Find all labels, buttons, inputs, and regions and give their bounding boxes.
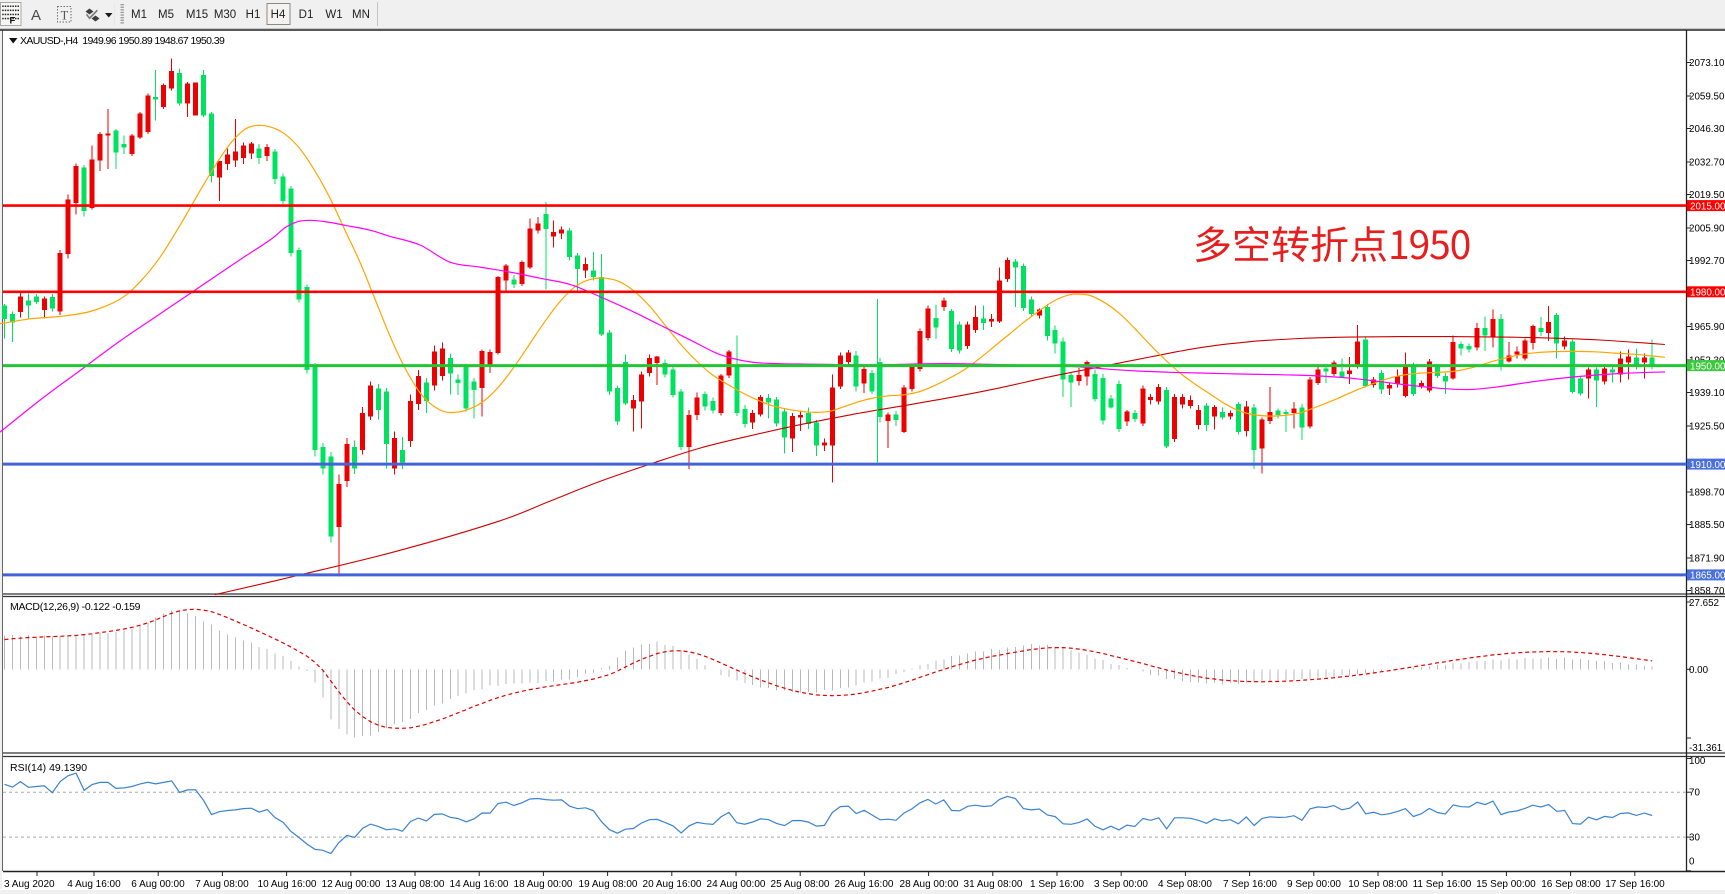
svg-text:70: 70 <box>1689 788 1700 799</box>
svg-text:7 Aug 08:00: 7 Aug 08:00 <box>195 879 249 890</box>
svg-text:2019.50: 2019.50 <box>1689 190 1725 201</box>
svg-text:H4: H4 <box>271 9 286 21</box>
svg-text:3 Sep 00:00: 3 Sep 00:00 <box>1094 879 1148 890</box>
svg-text:W1: W1 <box>325 9 342 21</box>
svg-text:2073.10: 2073.10 <box>1689 58 1725 69</box>
svg-text:4 Aug 16:00: 4 Aug 16:00 <box>67 879 121 890</box>
svg-text:100: 100 <box>1689 756 1706 767</box>
svg-text:1871.90: 1871.90 <box>1689 554 1725 565</box>
svg-text:-31.361: -31.361 <box>1689 743 1722 754</box>
svg-text:1965.90: 1965.90 <box>1689 322 1725 333</box>
svg-text:XAUUSD-,H4 1949.96 1950.89 19: XAUUSD-,H4 1949.96 1950.89 1948.67 1950.… <box>20 35 225 47</box>
svg-text:2015.00: 2015.00 <box>1690 201 1725 212</box>
svg-text:2046.30: 2046.30 <box>1689 124 1725 135</box>
svg-text:26 Aug 16:00: 26 Aug 16:00 <box>835 879 894 890</box>
svg-text:1980.00: 1980.00 <box>1690 288 1725 299</box>
svg-text:6 Aug 00:00: 6 Aug 00:00 <box>131 879 185 890</box>
svg-text:13 Aug 08:00: 13 Aug 08:00 <box>386 879 445 890</box>
svg-text:14 Aug 16:00: 14 Aug 16:00 <box>450 879 509 890</box>
svg-text:A: A <box>31 7 41 24</box>
svg-text:0.00: 0.00 <box>1689 665 1709 676</box>
svg-text:30: 30 <box>1689 833 1700 844</box>
svg-text:10 Aug 16:00: 10 Aug 16:00 <box>258 879 317 890</box>
svg-text:1992.70: 1992.70 <box>1689 256 1725 267</box>
svg-text:3 Aug 2020: 3 Aug 2020 <box>4 879 55 890</box>
svg-text:7 Sep 16:00: 7 Sep 16:00 <box>1223 879 1277 890</box>
svg-text:1910.00: 1910.00 <box>1690 460 1725 471</box>
svg-text:M30: M30 <box>214 9 236 21</box>
svg-text:11 Sep 16:00: 11 Sep 16:00 <box>1413 879 1472 890</box>
svg-text:T: T <box>61 9 69 23</box>
svg-text:27.652: 27.652 <box>1689 598 1719 609</box>
svg-text:31 Aug 08:00: 31 Aug 08:00 <box>964 879 1023 890</box>
svg-text:20 Aug 16:00: 20 Aug 16:00 <box>643 879 702 890</box>
svg-text:2032.70: 2032.70 <box>1689 158 1725 169</box>
svg-text:1858.70: 1858.70 <box>1689 586 1725 597</box>
svg-text:15 Sep 00:00: 15 Sep 00:00 <box>1476 879 1536 890</box>
svg-text:25 Aug 08:00: 25 Aug 08:00 <box>771 879 830 890</box>
svg-text:4 Sep 08:00: 4 Sep 08:00 <box>1158 879 1212 890</box>
svg-text:17 Sep 16:00: 17 Sep 16:00 <box>1605 879 1665 890</box>
svg-text:16 Sep 08:00: 16 Sep 08:00 <box>1541 879 1601 890</box>
svg-text:1950.00: 1950.00 <box>1690 361 1725 372</box>
svg-text:1885.50: 1885.50 <box>1689 520 1725 531</box>
svg-text:28 Aug 00:00: 28 Aug 00:00 <box>900 879 959 890</box>
svg-text:M15: M15 <box>186 9 208 21</box>
svg-text:1865.00: 1865.00 <box>1690 571 1725 582</box>
svg-text:2005.90: 2005.90 <box>1689 224 1725 235</box>
svg-text:1898.70: 1898.70 <box>1689 488 1725 499</box>
svg-text:10 Sep 08:00: 10 Sep 08:00 <box>1348 879 1408 890</box>
svg-text:1925.50: 1925.50 <box>1689 422 1725 433</box>
svg-text:D1: D1 <box>299 9 314 21</box>
svg-text:M1: M1 <box>131 9 147 21</box>
svg-text:0: 0 <box>1689 857 1695 868</box>
svg-text:H1: H1 <box>246 9 261 21</box>
svg-text:24 Aug 00:00: 24 Aug 00:00 <box>707 879 766 890</box>
svg-text:1939.10: 1939.10 <box>1689 388 1725 399</box>
svg-text:F: F <box>10 16 16 27</box>
svg-text:2059.50: 2059.50 <box>1689 92 1725 103</box>
svg-text:MACD(12,26,9) -0.122 -0.159: MACD(12,26,9) -0.122 -0.159 <box>10 601 141 613</box>
svg-text:18 Aug 00:00: 18 Aug 00:00 <box>514 879 573 890</box>
svg-text:9 Sep 00:00: 9 Sep 00:00 <box>1287 879 1341 890</box>
svg-text:19 Aug 08:00: 19 Aug 08:00 <box>579 879 638 890</box>
svg-text:RSI(14) 49.1390: RSI(14) 49.1390 <box>10 762 87 774</box>
svg-text:1 Sep 16:00: 1 Sep 16:00 <box>1030 879 1084 890</box>
svg-text:M5: M5 <box>158 9 174 21</box>
svg-text:12 Aug 00:00: 12 Aug 00:00 <box>322 879 381 890</box>
svg-text:MN: MN <box>352 9 370 21</box>
